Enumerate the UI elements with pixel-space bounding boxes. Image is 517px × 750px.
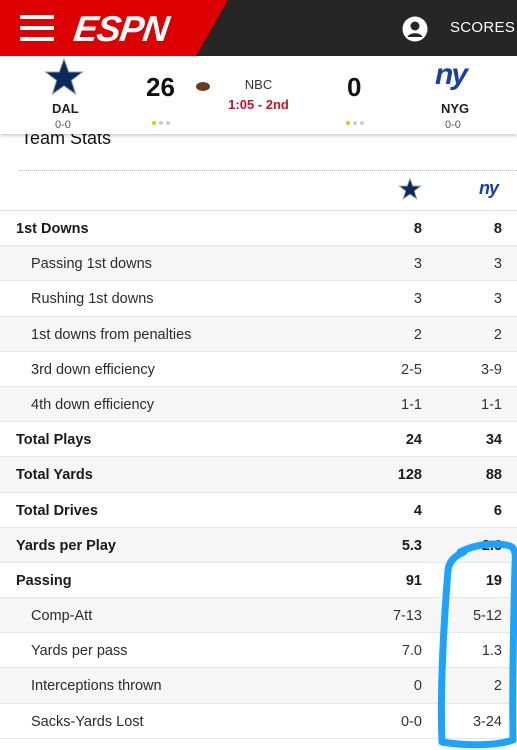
team-stats-table: 1st Downs 8 8 Passing 1st downs 3 3 Rushing 1s… bbox=[0, 210, 517, 739]
nyg-stat-value: 3-9 bbox=[481, 361, 502, 378]
stat-label: Rushing 1st downs bbox=[31, 291, 154, 308]
dal-stat-value: 3 bbox=[413, 291, 422, 308]
stat-row: Total Yards 128 88 bbox=[0, 457, 517, 493]
espn-logo[interactable]: ESPN bbox=[71, 8, 171, 49]
stat-label: 3rd down efficiency bbox=[31, 361, 155, 378]
dal-stat-value: 91 bbox=[405, 572, 422, 589]
nyg-stat-value: 2 bbox=[493, 678, 502, 695]
nyg-stat-value: 2.6 bbox=[481, 537, 502, 554]
game-scoreboard[interactable]: DAL 0-0 26 NBC 1:05 - 2nd 0 ny NYG 0-0 bbox=[0, 56, 517, 134]
stat-label: Yards per pass bbox=[31, 643, 128, 660]
away-timeouts bbox=[152, 112, 173, 130]
dal-stat-value: 2 bbox=[413, 326, 422, 343]
stat-label: Sacks-Yards Lost bbox=[31, 713, 144, 730]
stat-label: 4th down efficiency bbox=[31, 396, 155, 413]
stat-row: Interceptions thrown 0 2 bbox=[0, 668, 517, 704]
dal-stat-value: 0 bbox=[413, 678, 422, 695]
stat-row: Comp-Att 7-13 5-12 bbox=[0, 598, 517, 634]
nyg-stat-value: 3 bbox=[493, 256, 502, 273]
giants-column-logo: ny bbox=[479, 178, 499, 198]
nyg-stat-value: 1.3 bbox=[481, 643, 502, 660]
nyg-stat-value: 3 bbox=[493, 291, 502, 308]
stat-label: Total Yards bbox=[16, 467, 93, 484]
home-score: 0 bbox=[347, 72, 362, 102]
nyg-stat-value: 2 bbox=[493, 326, 502, 343]
home-team-abbr: NYG bbox=[441, 101, 470, 116]
stat-label: Total Plays bbox=[16, 432, 92, 449]
stat-label: 1st downs from penalties bbox=[31, 326, 192, 343]
stat-row: Passing 1st downs 3 3 bbox=[0, 246, 517, 282]
dal-stat-value: 128 bbox=[397, 467, 422, 484]
home-timeouts bbox=[346, 112, 367, 130]
stat-label: 1st Downs bbox=[16, 221, 89, 237]
dal-stat-value: 2-5 bbox=[401, 361, 422, 378]
nyg-stat-value: 6 bbox=[493, 502, 502, 519]
nyg-stat-value: 34 bbox=[485, 432, 502, 449]
stat-label: Passing bbox=[16, 572, 72, 589]
dal-stat-value: 5.3 bbox=[401, 537, 422, 554]
stat-row: Sacks-Yards Lost 0-0 3-24 bbox=[0, 704, 517, 739]
dal-stat-value: 7.0 bbox=[401, 643, 422, 660]
nyg-stat-value: 1-1 bbox=[481, 396, 502, 413]
dallas-column-star-icon bbox=[398, 178, 422, 200]
stat-row: Total Drives 4 6 bbox=[0, 493, 517, 528]
home-team-record: 0-0 bbox=[445, 119, 461, 131]
nyg-stat-value: 5-12 bbox=[472, 608, 502, 625]
stat-row: Yards per pass 7.0 1.3 bbox=[0, 633, 517, 669]
possession-football-icon bbox=[196, 82, 210, 91]
dal-stat-value: 8 bbox=[413, 221, 422, 237]
stat-row: Rushing 1st downs 3 3 bbox=[0, 281, 517, 317]
away-team-abbr: DAL bbox=[52, 101, 79, 116]
game-clock: 1:05 - 2nd bbox=[228, 97, 289, 112]
giants-ny-logo: ny bbox=[435, 58, 468, 91]
scores-link[interactable]: SCORES bbox=[450, 19, 516, 36]
dal-stat-value: 1-1 bbox=[401, 396, 422, 413]
stat-row: 1st downs from penalties 2 2 bbox=[0, 316, 517, 352]
stat-label: Comp-Att bbox=[31, 608, 93, 625]
nyg-stat-value: 8 bbox=[493, 221, 502, 237]
dal-stat-value: 3 bbox=[413, 256, 422, 273]
section-divider bbox=[20, 170, 517, 171]
stat-row: Yards per Play 5.3 2.6 bbox=[0, 527, 517, 563]
stat-label: Passing 1st downs bbox=[31, 256, 152, 273]
dal-stat-value: 7-13 bbox=[392, 608, 422, 625]
stat-row: 1st Downs 8 8 bbox=[0, 211, 517, 247]
stat-label: Yards per Play bbox=[16, 537, 116, 554]
away-score: 26 bbox=[146, 72, 175, 102]
top-navigation-bar: ESPN SCORES bbox=[0, 0, 517, 56]
dallas-star-logo bbox=[44, 58, 84, 96]
nyg-stat-value: 19 bbox=[485, 572, 502, 589]
away-team-record: 0-0 bbox=[55, 119, 71, 131]
dal-stat-value: 24 bbox=[405, 432, 422, 449]
stat-label: Interceptions thrown bbox=[31, 678, 162, 695]
user-profile-icon[interactable] bbox=[402, 16, 428, 42]
stat-row: Passing 91 19 bbox=[0, 563, 517, 599]
stat-row: 3rd down efficiency 2-5 3-9 bbox=[0, 352, 517, 387]
dal-stat-value: 4 bbox=[413, 502, 422, 519]
nyg-stat-value: 3-24 bbox=[472, 713, 502, 730]
nyg-stat-value: 88 bbox=[485, 467, 502, 484]
stat-label: Total Drives bbox=[16, 502, 98, 519]
stat-row: 4th down efficiency 1-1 1-1 bbox=[0, 386, 517, 423]
dal-stat-value: 0-0 bbox=[401, 713, 422, 730]
broadcast-network: NBC bbox=[244, 77, 273, 92]
hamburger-menu-icon[interactable] bbox=[20, 14, 54, 42]
stat-row: Total Plays 24 34 bbox=[0, 422, 517, 458]
